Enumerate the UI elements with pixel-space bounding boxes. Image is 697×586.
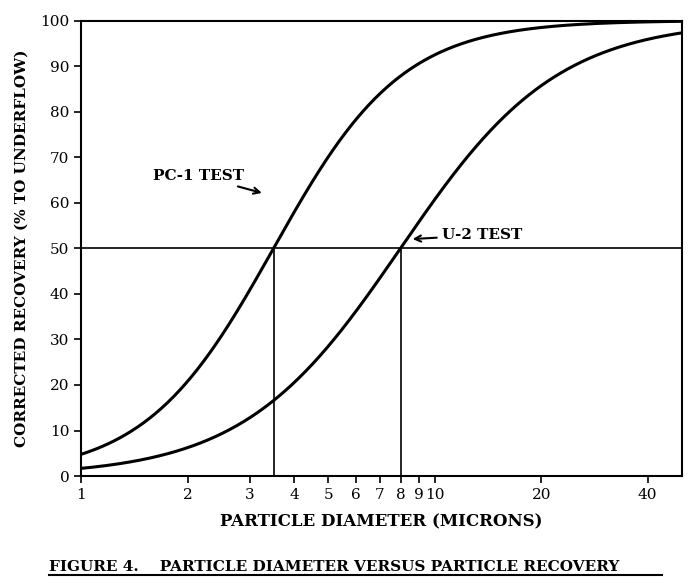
Text: PC-1 TEST: PC-1 TEST [153, 169, 259, 193]
Text: U-2 TEST: U-2 TEST [415, 228, 523, 242]
Y-axis label: CORRECTED RECOVERY (% TO UNDERFLOW): CORRECTED RECOVERY (% TO UNDERFLOW) [15, 50, 29, 447]
Text: FIGURE 4.    PARTICLE DIAMETER VERSUS PARTICLE RECOVERY: FIGURE 4. PARTICLE DIAMETER VERSUS PARTI… [49, 560, 619, 574]
X-axis label: PARTICLE DIAMETER (MICRONS): PARTICLE DIAMETER (MICRONS) [220, 513, 543, 530]
